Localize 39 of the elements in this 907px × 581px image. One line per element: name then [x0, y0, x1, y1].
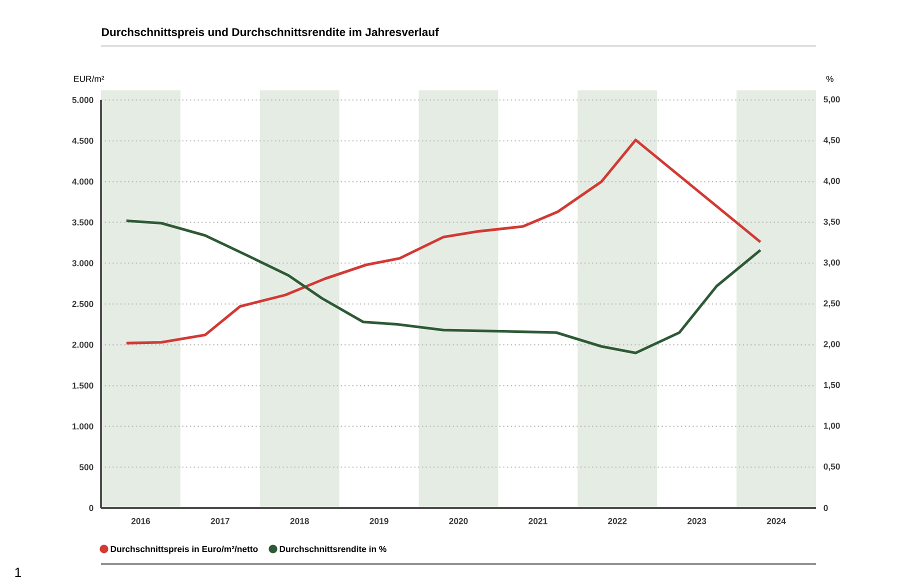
line-series [125, 138, 762, 344]
chart-title: Durchschnittspreis und Durchschnittsrendite im Jahresverlauf [102, 28, 439, 38]
x-tick-label: 2022 [608, 518, 627, 524]
y-tick-label: 0 [89, 504, 94, 512]
y2-tick-label: 0,50 [824, 464, 840, 471]
legend-label: Durchschnittspreis in Euro/m²/netto [110, 546, 258, 554]
x-tick-label: 2021 [528, 518, 548, 524]
text: 1 [15, 568, 22, 577]
x-tick-label: 2023 [687, 518, 706, 524]
x-tick-label: 2017 [210, 518, 230, 524]
x-tick-label: 2018 [290, 518, 309, 524]
y-tick-label: 5.000 [72, 96, 94, 104]
y2-tick-label: 2,50 [824, 300, 840, 308]
y2-axis-title: % [826, 76, 834, 82]
y-tick-label: 3.500 [72, 219, 94, 226]
y2-tick-label: 1,50 [824, 382, 840, 390]
y2-tick-label: 4,50 [824, 137, 840, 144]
y2-tick-label: 1,00 [824, 422, 840, 430]
y-tick-label: 2.500 [72, 300, 94, 308]
y2-tick-label: 3,50 [824, 218, 840, 226]
x-tick-label: 2019 [370, 518, 388, 524]
line-series [125, 219, 762, 354]
x-tick-label: 2024 [766, 518, 786, 524]
y-tick-label: 2.000 [72, 342, 94, 348]
x-tick-label: 2016 [131, 518, 150, 524]
y-tick-label: 500 [79, 464, 94, 470]
y2-tick-label: 0 [824, 504, 828, 512]
y-axis-title: EUR/m² [74, 76, 104, 82]
y-tick-label: 3.000 [72, 260, 94, 266]
legend-label: Durchschnittsrendite in % [280, 546, 386, 552]
y-tick-label: 1.500 [72, 382, 94, 389]
y2-tick-label: 2,00 [824, 341, 840, 348]
y2-tick-label: 4,00 [824, 178, 840, 186]
y-tick-label: 4.000 [72, 178, 94, 185]
x-tick-label: 2020 [449, 518, 468, 524]
y2-tick-label: 5,00 [824, 96, 840, 104]
y-tick-label: 1.000 [72, 423, 94, 430]
y-tick-label: 4.500 [72, 138, 94, 144]
y2-tick-label: 3,00 [824, 260, 840, 267]
